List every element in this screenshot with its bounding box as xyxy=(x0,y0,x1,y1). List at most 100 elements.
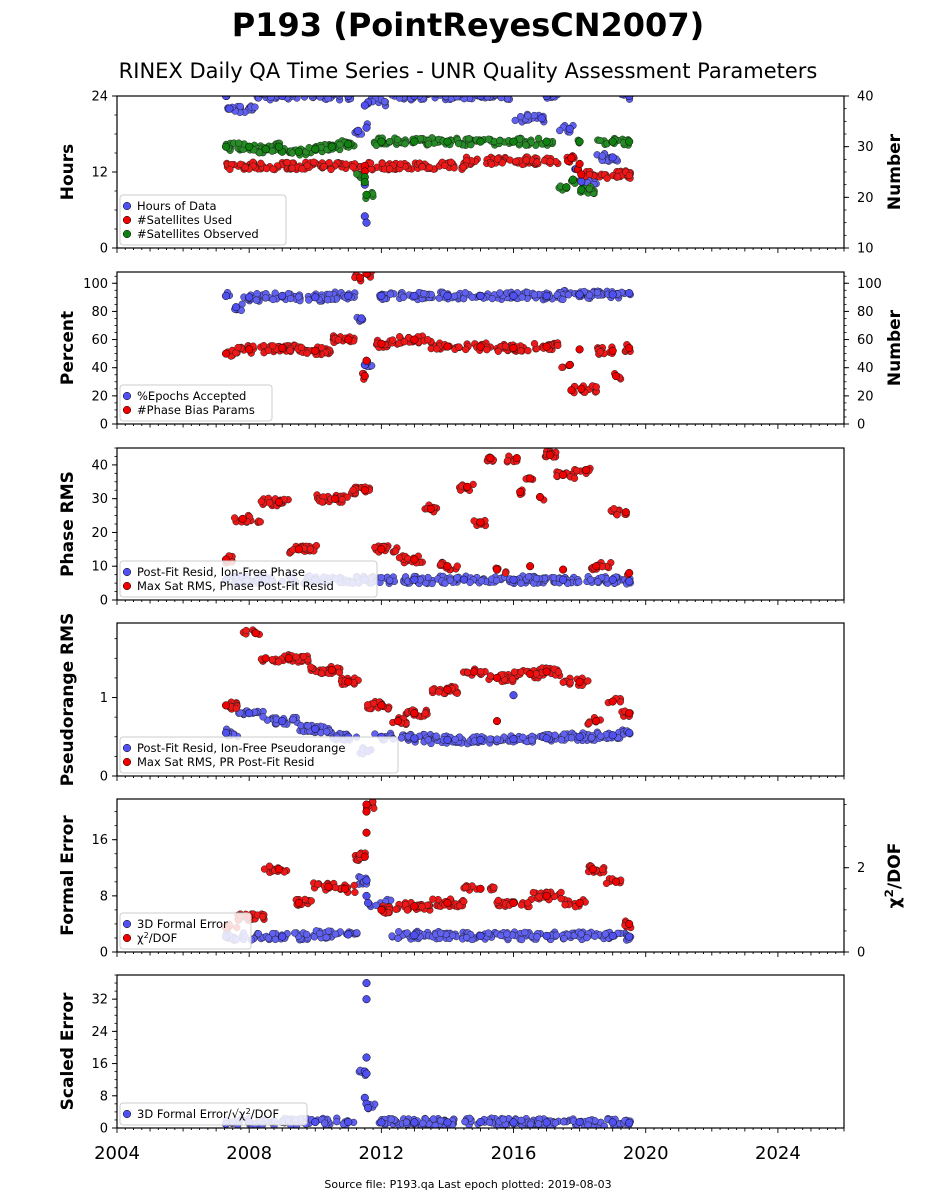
density-mark xyxy=(269,295,277,304)
y-axis-right-label: Number xyxy=(885,309,905,386)
density-mark xyxy=(271,935,280,944)
x-tick-label: 2020 xyxy=(623,1143,669,1164)
y-tick-label: 0 xyxy=(100,594,108,609)
panel-2: 0 20 40 60 80 100 0 20 40 60 80 100 Percent Number %Ep… xyxy=(58,271,905,433)
density-mark xyxy=(350,881,358,890)
density-mark xyxy=(559,678,567,686)
density-mark xyxy=(389,336,397,344)
density-mark xyxy=(594,578,602,586)
data-point xyxy=(278,343,287,353)
density-mark xyxy=(402,1118,411,1126)
density-mark xyxy=(264,96,268,97)
density-mark xyxy=(493,735,501,743)
data-point xyxy=(575,732,584,741)
legend-label: #Satellites Used xyxy=(137,213,232,227)
density-mark xyxy=(392,96,396,97)
density-mark xyxy=(320,163,328,171)
density-mark xyxy=(447,158,455,166)
data-point xyxy=(410,335,419,344)
density-mark xyxy=(592,383,600,391)
density-mark xyxy=(559,295,567,304)
data-point xyxy=(562,183,571,192)
density-mark xyxy=(602,879,611,888)
data-point xyxy=(443,291,452,300)
density-mark xyxy=(551,731,559,739)
density-mark xyxy=(554,668,563,676)
data-point xyxy=(410,931,419,940)
data-point xyxy=(410,902,419,911)
density-mark xyxy=(232,704,240,713)
legend-label: #Satellites Observed xyxy=(137,227,259,241)
data-point xyxy=(509,735,518,744)
density-mark xyxy=(251,103,259,111)
data-point xyxy=(567,386,576,395)
data-point xyxy=(625,289,634,298)
data-point xyxy=(476,96,485,101)
density-mark xyxy=(558,363,566,372)
data-point xyxy=(625,96,634,101)
data-point xyxy=(476,342,485,351)
density-mark xyxy=(252,296,261,304)
density-mark xyxy=(564,291,573,299)
data-point xyxy=(344,140,353,149)
density-mark xyxy=(577,930,585,938)
panel-6: 2004 2008 2012 2016 2020 2024 0 8 16 24 32 Scaled E… xyxy=(58,974,845,1164)
data-point xyxy=(261,654,270,663)
legend-label: Max Sat RMS, Phase Post-Fit Resid xyxy=(137,579,334,593)
density-mark xyxy=(323,296,332,304)
density-mark xyxy=(501,342,510,350)
density-mark xyxy=(395,96,404,102)
density-mark xyxy=(269,342,277,350)
legend-marker xyxy=(122,215,132,225)
data-point xyxy=(344,335,353,344)
data-point xyxy=(344,291,353,300)
data-point xyxy=(608,290,617,299)
density-mark xyxy=(394,934,402,943)
data-point xyxy=(611,877,621,886)
data-point xyxy=(362,876,371,885)
density-mark xyxy=(554,341,562,350)
density-mark xyxy=(486,672,495,680)
density-mark xyxy=(437,560,445,569)
density-mark xyxy=(401,140,409,148)
density-mark xyxy=(441,161,449,170)
data-point xyxy=(362,800,371,809)
density-mark xyxy=(532,574,541,583)
density-mark xyxy=(596,136,604,145)
density-mark xyxy=(274,658,283,666)
data-point xyxy=(410,555,419,564)
density-mark xyxy=(371,730,379,738)
data-point xyxy=(324,882,333,891)
data-point xyxy=(476,884,485,893)
density-mark xyxy=(524,112,532,120)
density-mark xyxy=(459,163,467,171)
density-mark xyxy=(392,905,400,913)
density-mark xyxy=(484,929,493,937)
data-point xyxy=(542,137,551,146)
density-mark xyxy=(424,140,433,148)
density-mark xyxy=(307,96,315,99)
data-point xyxy=(245,345,254,354)
density-mark xyxy=(530,111,538,120)
density-mark xyxy=(499,1115,507,1123)
data-point xyxy=(582,465,591,475)
data-point xyxy=(476,137,485,146)
density-mark xyxy=(418,163,426,171)
y-right-tick-label: 0 xyxy=(857,418,865,433)
data-point xyxy=(469,667,478,676)
density-mark xyxy=(519,733,527,741)
density-mark xyxy=(435,688,443,696)
data-point xyxy=(509,343,518,353)
y-tick-label: 8 xyxy=(100,1089,108,1104)
density-mark xyxy=(546,157,554,166)
data-point xyxy=(625,1118,634,1127)
density-mark xyxy=(508,675,517,683)
data-point xyxy=(542,1118,551,1127)
density-mark xyxy=(494,347,502,355)
data-point xyxy=(459,575,469,584)
density-mark xyxy=(598,865,607,874)
data-point xyxy=(509,575,518,584)
data-point xyxy=(575,345,584,354)
legend-label: χ2/DOF xyxy=(137,931,177,946)
